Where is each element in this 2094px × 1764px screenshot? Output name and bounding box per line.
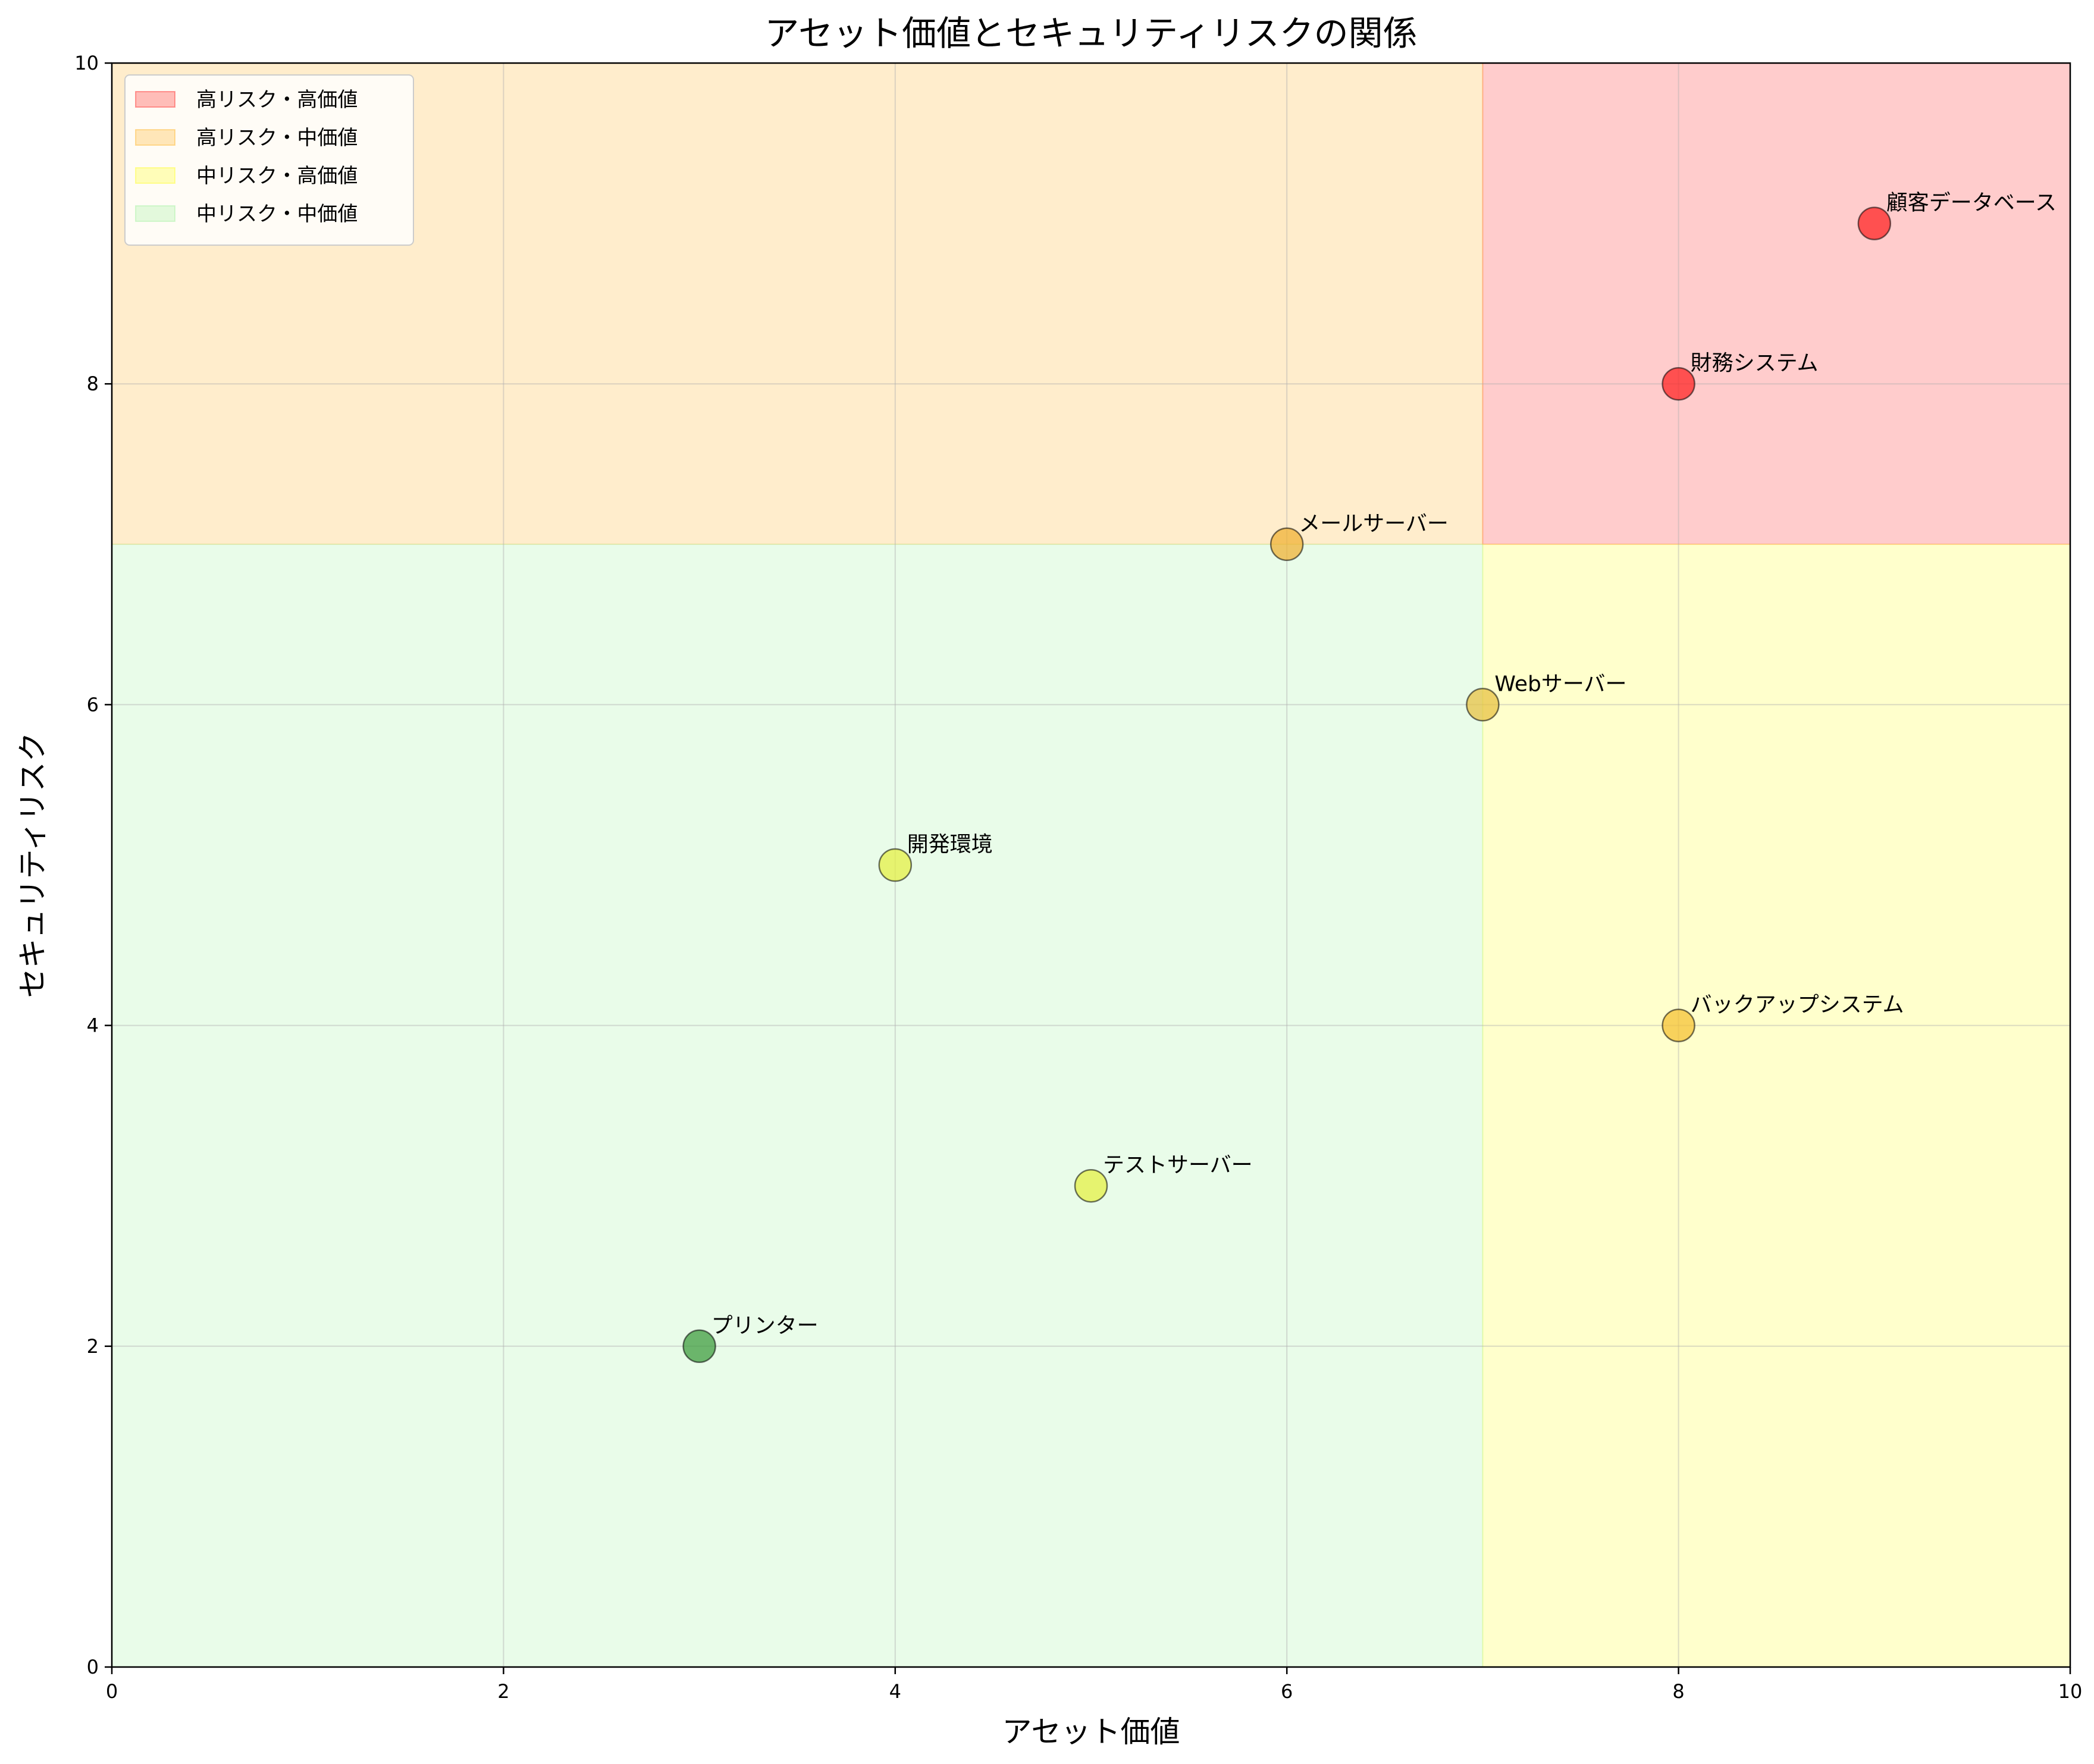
data-point-1 xyxy=(1662,366,1695,401)
legend-swatch-3 xyxy=(135,205,175,222)
region-2 xyxy=(1482,543,2071,1668)
legend-swatch-1 xyxy=(135,129,175,146)
y-tick-label-2: 4 xyxy=(87,1014,99,1037)
region-3 xyxy=(111,543,1484,1668)
y-tick-label-3: 6 xyxy=(87,693,99,716)
x-tick-label-3: 6 xyxy=(1281,1680,1293,1703)
data-point-7 xyxy=(682,1329,716,1364)
legend-box xyxy=(124,74,414,246)
x-tick-label-2: 4 xyxy=(889,1680,901,1703)
x-tick-label-1: 2 xyxy=(497,1680,509,1703)
y-axis-label: セキュリティリスク xyxy=(15,732,50,998)
legend-label-3: 中リスク・中価値 xyxy=(196,202,358,226)
data-point-0 xyxy=(1857,206,1892,240)
region-0 xyxy=(1482,62,2071,545)
data-point-5 xyxy=(1662,1008,1695,1042)
data-point-2 xyxy=(1269,527,1304,562)
legend-label-2: 中リスク・高価値 xyxy=(196,164,358,188)
ticks-layer: 0 2 4 6 8 10 0 2 4 6 8 10 xyxy=(74,52,2082,1703)
x-axis-label: アセット価値 xyxy=(1002,1715,1180,1749)
legend-label-0: 高リスク・高価値 xyxy=(196,88,358,112)
point-label-0: 顧客データベース xyxy=(1886,191,2057,215)
legend-swatch-0 xyxy=(135,91,175,108)
point-label-5: バックアップシステム xyxy=(1691,993,1904,1017)
data-point-4 xyxy=(878,848,913,882)
point-label-1: 財務システム xyxy=(1691,351,1819,375)
chart-title: アセット価値とセキュリティリスクの関係 xyxy=(764,13,1417,54)
x-tick-label-4: 8 xyxy=(1672,1680,1684,1703)
point-label-2: メールサーバー xyxy=(1299,512,1449,536)
legend-label-1: 高リスク・中価値 xyxy=(196,126,358,150)
plot-frame xyxy=(111,62,2071,1668)
x-tick-label-5: 10 xyxy=(2058,1680,2083,1703)
data-point-6 xyxy=(1074,1168,1108,1203)
y-tick-label-4: 8 xyxy=(87,372,99,395)
data-point-3 xyxy=(1466,688,1500,722)
y-tick-label-0: 0 xyxy=(87,1656,99,1678)
y-tick-label-5: 10 xyxy=(74,52,99,74)
point-label-6: テストサーバー xyxy=(1103,1153,1253,1177)
point-label-3: Webサーバー xyxy=(1494,672,1626,696)
y-tick-label-1: 2 xyxy=(87,1335,99,1358)
x-tick-label-0: 0 xyxy=(106,1680,118,1703)
point-label-7: プリンター xyxy=(711,1314,819,1338)
point-label-4: 開発環境 xyxy=(907,832,993,857)
legend-swatch-2 xyxy=(135,167,175,184)
regions-layer xyxy=(111,62,2071,1668)
